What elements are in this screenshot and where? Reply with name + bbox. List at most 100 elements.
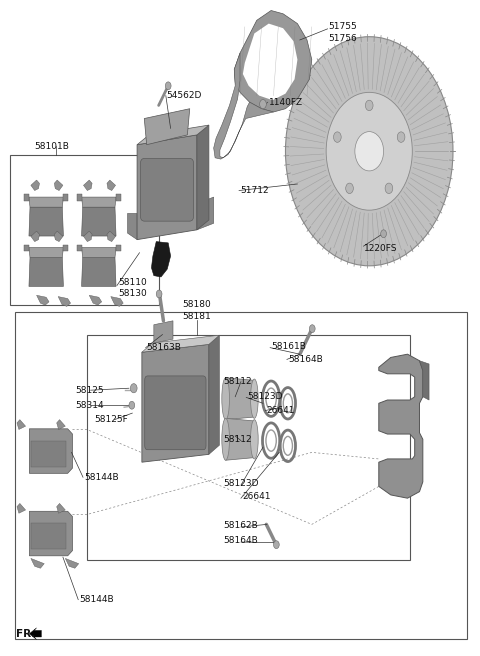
Circle shape: [334, 132, 341, 142]
Polygon shape: [197, 125, 209, 230]
Polygon shape: [107, 231, 116, 241]
Polygon shape: [111, 297, 123, 306]
Polygon shape: [29, 429, 72, 474]
Bar: [116, 194, 121, 201]
Polygon shape: [234, 10, 312, 112]
Text: FR.: FR.: [16, 628, 36, 639]
Text: 26641: 26641: [242, 493, 271, 501]
Bar: [24, 194, 29, 201]
Bar: [116, 245, 121, 251]
Text: 26641: 26641: [266, 406, 295, 415]
Circle shape: [397, 132, 405, 142]
FancyBboxPatch shape: [141, 159, 193, 221]
Polygon shape: [84, 231, 92, 241]
Polygon shape: [379, 354, 423, 498]
Polygon shape: [29, 207, 63, 236]
Circle shape: [131, 384, 137, 393]
Ellipse shape: [251, 420, 258, 459]
Polygon shape: [82, 207, 116, 236]
Bar: [24, 245, 29, 251]
Text: 58110: 58110: [118, 277, 147, 287]
Polygon shape: [29, 247, 63, 258]
Text: 58101B: 58101B: [34, 142, 69, 150]
Circle shape: [346, 183, 353, 194]
Circle shape: [260, 100, 266, 109]
Circle shape: [355, 132, 384, 171]
Ellipse shape: [222, 378, 229, 420]
Circle shape: [274, 541, 279, 548]
Polygon shape: [107, 180, 116, 190]
Text: 1220FS: 1220FS: [364, 243, 398, 253]
Circle shape: [326, 92, 412, 210]
Circle shape: [385, 183, 393, 194]
Text: 58112: 58112: [223, 435, 252, 443]
Polygon shape: [142, 335, 219, 352]
Text: 58144B: 58144B: [80, 595, 114, 604]
Bar: [10, 155, 158, 305]
Polygon shape: [243, 24, 298, 100]
Text: 58314: 58314: [75, 401, 104, 410]
Polygon shape: [420, 361, 429, 400]
Polygon shape: [29, 511, 72, 556]
Text: 58181: 58181: [182, 312, 211, 321]
Polygon shape: [226, 419, 254, 461]
Polygon shape: [65, 558, 79, 568]
Text: 51756: 51756: [328, 34, 357, 43]
Polygon shape: [84, 180, 92, 190]
Polygon shape: [82, 258, 116, 287]
Polygon shape: [58, 297, 71, 306]
Bar: [87, 335, 410, 560]
Ellipse shape: [222, 419, 229, 461]
Polygon shape: [137, 125, 209, 145]
Bar: [15, 312, 468, 639]
Text: 58125: 58125: [75, 386, 104, 395]
Text: 1140FZ: 1140FZ: [269, 98, 303, 107]
Text: 58125F: 58125F: [94, 415, 128, 424]
Polygon shape: [29, 197, 63, 207]
Bar: [77, 245, 82, 251]
Text: 58164B: 58164B: [288, 355, 323, 364]
Polygon shape: [142, 344, 209, 462]
Polygon shape: [29, 628, 41, 640]
Polygon shape: [31, 180, 39, 190]
Polygon shape: [137, 135, 197, 239]
Bar: [63, 194, 68, 201]
Polygon shape: [209, 335, 219, 455]
Text: 54562D: 54562D: [166, 91, 201, 100]
Polygon shape: [36, 295, 49, 305]
Circle shape: [129, 401, 135, 409]
Polygon shape: [54, 231, 63, 241]
Text: 58123D: 58123D: [223, 480, 259, 488]
FancyBboxPatch shape: [145, 376, 206, 450]
Circle shape: [286, 37, 453, 266]
Text: 58163B: 58163B: [147, 343, 181, 352]
Circle shape: [310, 325, 315, 333]
Ellipse shape: [251, 379, 258, 419]
Bar: [77, 194, 82, 201]
Polygon shape: [17, 420, 25, 430]
Polygon shape: [31, 231, 39, 241]
Text: 58162B: 58162B: [223, 522, 258, 530]
Text: 58180: 58180: [182, 300, 211, 309]
Polygon shape: [82, 247, 116, 258]
Text: 58164B: 58164B: [223, 536, 258, 545]
Text: 51712: 51712: [240, 186, 269, 195]
Polygon shape: [17, 503, 25, 513]
Polygon shape: [57, 420, 65, 430]
Text: 58123D: 58123D: [247, 392, 283, 401]
Polygon shape: [152, 241, 170, 277]
Bar: [63, 245, 68, 251]
Polygon shape: [54, 180, 63, 190]
Polygon shape: [89, 295, 102, 305]
Polygon shape: [57, 503, 65, 513]
Polygon shape: [214, 53, 274, 159]
Text: 58130: 58130: [118, 289, 147, 298]
Text: 58161B: 58161B: [271, 342, 306, 351]
Text: 58112: 58112: [223, 377, 252, 386]
Polygon shape: [226, 378, 254, 420]
Bar: [31, 441, 66, 467]
Polygon shape: [197, 197, 214, 230]
Circle shape: [156, 290, 162, 298]
Circle shape: [381, 230, 386, 237]
Circle shape: [165, 82, 171, 90]
